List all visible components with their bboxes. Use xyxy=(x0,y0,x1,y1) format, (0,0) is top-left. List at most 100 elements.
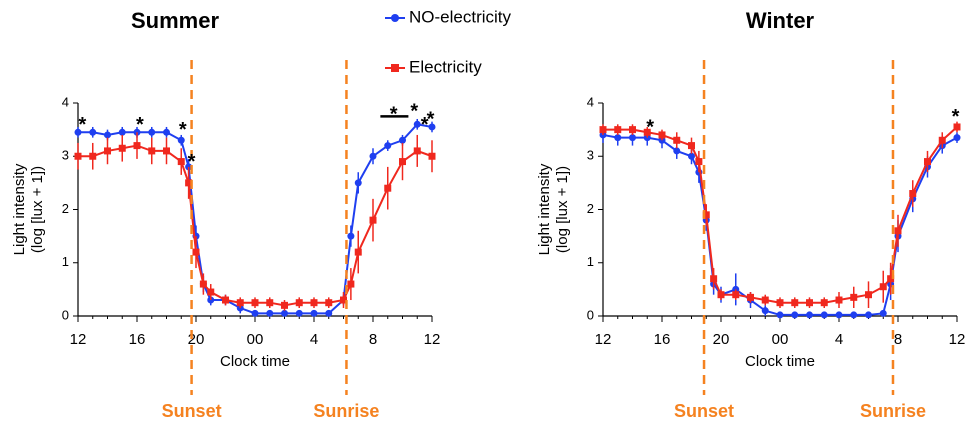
y-axis-title: Light intensity xyxy=(536,163,553,255)
data-point xyxy=(133,142,141,150)
y-tick-label: 2 xyxy=(587,201,594,216)
y-tick-label: 3 xyxy=(62,148,69,163)
data-point xyxy=(251,299,259,307)
data-point xyxy=(865,291,872,299)
data-point xyxy=(118,144,126,152)
data-point xyxy=(820,311,828,319)
significance-star: * xyxy=(79,114,87,136)
data-point xyxy=(614,134,622,142)
data-point xyxy=(281,309,288,317)
data-point xyxy=(887,275,895,283)
data-point xyxy=(185,179,193,187)
data-point xyxy=(643,128,651,136)
series-line xyxy=(603,126,958,304)
significance-star: * xyxy=(179,119,187,141)
series-line xyxy=(78,123,433,315)
x-tick-label: 00 xyxy=(772,331,789,348)
data-point xyxy=(369,152,377,160)
y-tick-label: 3 xyxy=(587,148,594,163)
data-point xyxy=(428,152,436,160)
data-point xyxy=(614,126,622,134)
data-point xyxy=(894,227,902,235)
legend-marker xyxy=(391,14,399,22)
data-point xyxy=(710,275,718,283)
data-point xyxy=(399,158,406,166)
data-point xyxy=(347,232,355,240)
data-point xyxy=(673,136,681,144)
y-tick-label: 1 xyxy=(587,254,594,269)
data-point xyxy=(599,126,607,134)
data-point xyxy=(295,309,303,317)
data-point xyxy=(865,311,872,319)
data-point xyxy=(148,128,156,136)
y-tick-label: 2 xyxy=(62,201,69,216)
data-point xyxy=(806,299,813,307)
event-label: Sunrise xyxy=(860,401,926,421)
data-point xyxy=(177,158,185,166)
data-point xyxy=(658,131,666,139)
y-axis-title: (log [lux + 1]) xyxy=(29,166,46,253)
significance-star: * xyxy=(421,114,429,136)
data-point xyxy=(89,152,97,160)
x-tick-label: 16 xyxy=(129,331,146,348)
y-tick-label: 1 xyxy=(62,254,69,269)
event-label: Sunset xyxy=(674,401,734,421)
data-point xyxy=(702,211,710,219)
chart-title: Winter xyxy=(746,8,815,33)
data-point xyxy=(148,147,156,155)
x-tick-label: 12 xyxy=(949,331,966,348)
data-point xyxy=(761,307,769,315)
data-point xyxy=(791,299,799,307)
data-point xyxy=(266,309,274,317)
series-line xyxy=(602,133,958,316)
data-point xyxy=(732,291,740,299)
x-tick-label: 12 xyxy=(595,331,612,348)
data-point xyxy=(192,248,200,256)
legend-label: NO-electricity xyxy=(409,7,512,26)
data-point xyxy=(251,309,259,317)
data-point xyxy=(835,296,843,304)
significance-star: * xyxy=(390,103,398,125)
data-point xyxy=(688,152,695,160)
data-point xyxy=(399,136,406,144)
data-point xyxy=(89,128,97,136)
data-point xyxy=(776,311,784,319)
legend-marker xyxy=(391,64,399,72)
data-point xyxy=(104,131,111,139)
data-point xyxy=(806,311,813,319)
x-tick-label: 8 xyxy=(894,331,902,348)
data-point xyxy=(207,288,215,296)
event-label: Sunrise xyxy=(313,401,379,421)
data-point xyxy=(938,136,946,144)
data-point xyxy=(74,128,82,136)
significance-star: * xyxy=(952,106,960,128)
data-point xyxy=(266,299,274,307)
data-point xyxy=(695,158,703,166)
data-point xyxy=(673,147,681,155)
x-tick-label: 20 xyxy=(713,331,730,348)
data-point xyxy=(354,179,362,187)
data-point xyxy=(850,311,858,319)
data-point xyxy=(761,296,769,304)
x-tick-label: 00 xyxy=(247,331,264,348)
data-point xyxy=(340,296,347,304)
x-tick-label: 12 xyxy=(424,331,441,348)
data-point xyxy=(413,147,421,155)
data-point xyxy=(310,299,318,307)
data-point xyxy=(747,293,754,301)
data-point xyxy=(222,296,229,304)
significance-star: * xyxy=(410,101,418,123)
data-point xyxy=(118,128,126,136)
data-point xyxy=(879,283,887,291)
data-point xyxy=(776,299,784,307)
data-point xyxy=(428,123,436,131)
data-point xyxy=(369,216,377,224)
event-label: Sunset xyxy=(162,401,222,421)
data-point xyxy=(163,128,170,136)
data-point xyxy=(354,248,362,256)
legend-label: Electricity xyxy=(409,57,482,76)
data-point xyxy=(177,136,185,144)
data-point xyxy=(295,299,303,307)
data-point xyxy=(236,299,244,307)
